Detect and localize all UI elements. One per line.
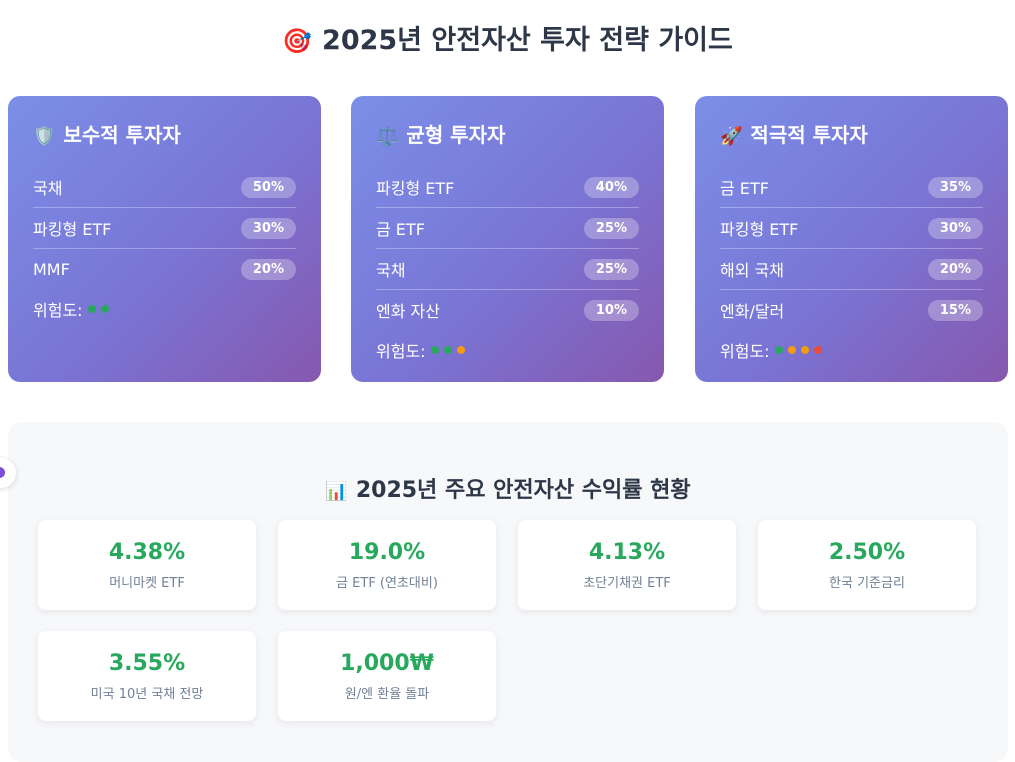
aggressive-investor-card: 🚀 적극적 투자자 금 ETF 35% 파킹형 ETF 30% 해외 국채 20%… [695, 96, 1008, 382]
allocation-badge: 30% [240, 217, 296, 239]
stat-card: 3.55% 미국 10년 국채 전망 [38, 631, 256, 721]
allocation-badge: 25% [583, 217, 639, 239]
stat-label: 금 ETF (연초대비) [336, 576, 438, 591]
risk-level: 위험도: [376, 330, 639, 370]
scale-icon: ⚖️ [376, 126, 399, 147]
stats-title-text: 2025년 주요 안전자산 수익률 현황 [355, 478, 691, 503]
stat-card: 4.38% 머니마켓 ETF [38, 520, 256, 610]
conservative-investor-card: 🛡️ 보수적 투자자 국채 50% 파킹형 ETF 30% MMF 20% 위험도… [8, 96, 321, 382]
risk-level: 위험도: [720, 330, 983, 370]
allocation-row: 금 ETF 35% [720, 167, 983, 208]
stat-card: 2.50% 한국 기준금리 [758, 520, 976, 610]
allocation-badge: 40% [583, 176, 639, 198]
bar-chart-icon: 📊 [325, 481, 348, 502]
card-title-text: 보수적 투자자 [63, 123, 181, 147]
risk-dot [456, 346, 465, 354]
asset-label: 금 ETF [376, 220, 425, 239]
stat-card: 1,000₩ 원/엔 환율 돌파 [278, 631, 496, 721]
stat-value: 1,000₩ [340, 651, 434, 676]
stat-label: 한국 기준금리 [829, 576, 905, 591]
floating-action-button[interactable] [0, 458, 16, 488]
allocation-badge: 15% [927, 299, 983, 321]
asset-label: MMF [33, 259, 70, 279]
allocation-row: 국채 25% [376, 249, 639, 290]
risk-label: 위험도: [720, 342, 770, 361]
risk-dot [774, 346, 783, 354]
asset-label: 엔화 자산 [376, 302, 440, 321]
risk-dot [787, 346, 796, 354]
stat-label: 초단기채권 ETF [583, 576, 671, 591]
allocation-badge: 20% [240, 258, 296, 280]
allocation-badge: 10% [583, 299, 639, 321]
risk-dot [430, 346, 439, 354]
returns-stats-section: 📊 2025년 주요 안전자산 수익률 현황 4.38% 머니마켓 ETF 19.… [8, 422, 1008, 762]
risk-label: 위험도: [33, 301, 83, 320]
asset-label: 금 ETF [720, 179, 769, 198]
asset-label: 엔화/달러 [720, 302, 785, 321]
page-title-text: 2025년 안전자산 투자 전략 가이드 [322, 25, 733, 56]
risk-dot [443, 346, 452, 354]
asset-label: 해외 국채 [720, 261, 784, 280]
allocation-row: 파킹형 ETF 30% [720, 208, 983, 249]
stat-value: 4.13% [588, 540, 666, 565]
risk-level: 위험도: [33, 289, 296, 329]
stat-card: 4.13% 초단기채권 ETF [518, 520, 736, 610]
allocation-row: 엔화 자산 10% [376, 290, 639, 330]
asset-label: 파킹형 ETF [33, 220, 112, 239]
allocation-row: 파킹형 ETF 40% [376, 167, 639, 208]
stat-value: 4.38% [108, 540, 186, 565]
risk-dot [87, 305, 96, 313]
card-title: ⚖️ 균형 투자자 [376, 120, 639, 150]
asset-label: 파킹형 ETF [376, 179, 455, 198]
card-title-text: 균형 투자자 [406, 123, 506, 147]
risk-label: 위험도: [376, 342, 426, 361]
stat-value: 2.50% [828, 540, 906, 565]
risk-dot [100, 305, 109, 313]
shield-icon: 🛡️ [33, 126, 56, 147]
allocation-row: 엔화/달러 15% [720, 290, 983, 330]
rocket-icon: 🚀 [720, 126, 743, 147]
asset-label: 파킹형 ETF [720, 220, 799, 239]
target-icon: 🎯 [282, 27, 313, 55]
card-title-text: 적극적 투자자 [750, 123, 868, 147]
allocation-badge: 25% [583, 258, 639, 280]
page-title: 🎯 2025년 안전자산 투자 전략 가이드 [0, 18, 1015, 57]
allocation-badge: 35% [927, 176, 983, 198]
stats-title: 📊 2025년 주요 안전자산 수익률 현황 [8, 472, 1008, 504]
risk-dot [813, 346, 822, 354]
allocation-badge: 50% [240, 176, 296, 198]
balanced-investor-card: ⚖️ 균형 투자자 파킹형 ETF 40% 금 ETF 25% 국채 25% 엔화… [351, 96, 664, 382]
risk-dot [800, 346, 809, 354]
allocation-badge: 20% [927, 258, 983, 280]
stat-label: 원/엔 환율 돌파 [344, 687, 430, 702]
allocation-row: 해외 국채 20% [720, 249, 983, 290]
stat-card: 19.0% 금 ETF (연초대비) [278, 520, 496, 610]
allocation-row: MMF 20% [33, 249, 296, 289]
stat-label: 미국 10년 국채 전망 [90, 687, 204, 702]
stat-value: 3.55% [108, 651, 186, 676]
asset-label: 국채 [376, 261, 406, 280]
stat-label: 머니마켓 ETF [109, 576, 185, 591]
asset-label: 국채 [33, 179, 63, 198]
allocation-row: 파킹형 ETF 30% [33, 208, 296, 249]
stat-value: 19.0% [348, 540, 426, 565]
allocation-row: 국채 50% [33, 167, 296, 208]
allocation-row: 금 ETF 25% [376, 208, 639, 249]
allocation-badge: 30% [927, 217, 983, 239]
card-title: 🛡️ 보수적 투자자 [33, 120, 296, 150]
card-title: 🚀 적극적 투자자 [720, 120, 983, 150]
